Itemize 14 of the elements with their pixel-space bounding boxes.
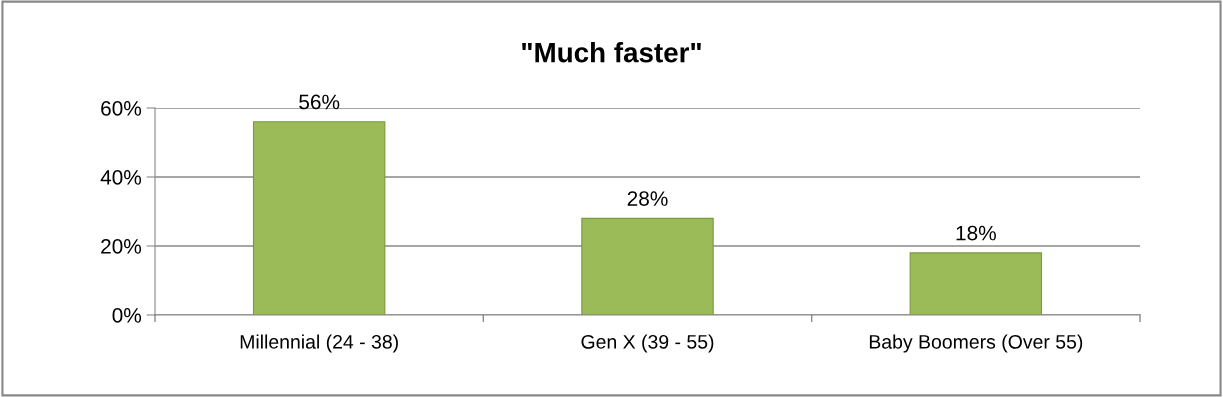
y-tick-label: 0% — [112, 308, 142, 323]
bar — [581, 217, 714, 315]
data-label: 18% — [956, 225, 996, 241]
y-tick-label: 40% — [100, 170, 142, 185]
data-label: 28% — [627, 191, 668, 206]
x-tick-label: Millennial (24 - 38) — [240, 334, 398, 353]
x-tick-label: Gen X (39 - 55) — [581, 334, 714, 353]
y-tick-label: 60% — [101, 101, 142, 116]
bar — [909, 252, 1043, 315]
y-tick-label: 20% — [101, 239, 142, 254]
data-label: 56% — [299, 94, 340, 110]
chart-title: "Much faster" — [522, 42, 701, 63]
x-tick-label: Baby Boomers (Over 55) — [869, 334, 1083, 353]
bar — [252, 121, 386, 315]
